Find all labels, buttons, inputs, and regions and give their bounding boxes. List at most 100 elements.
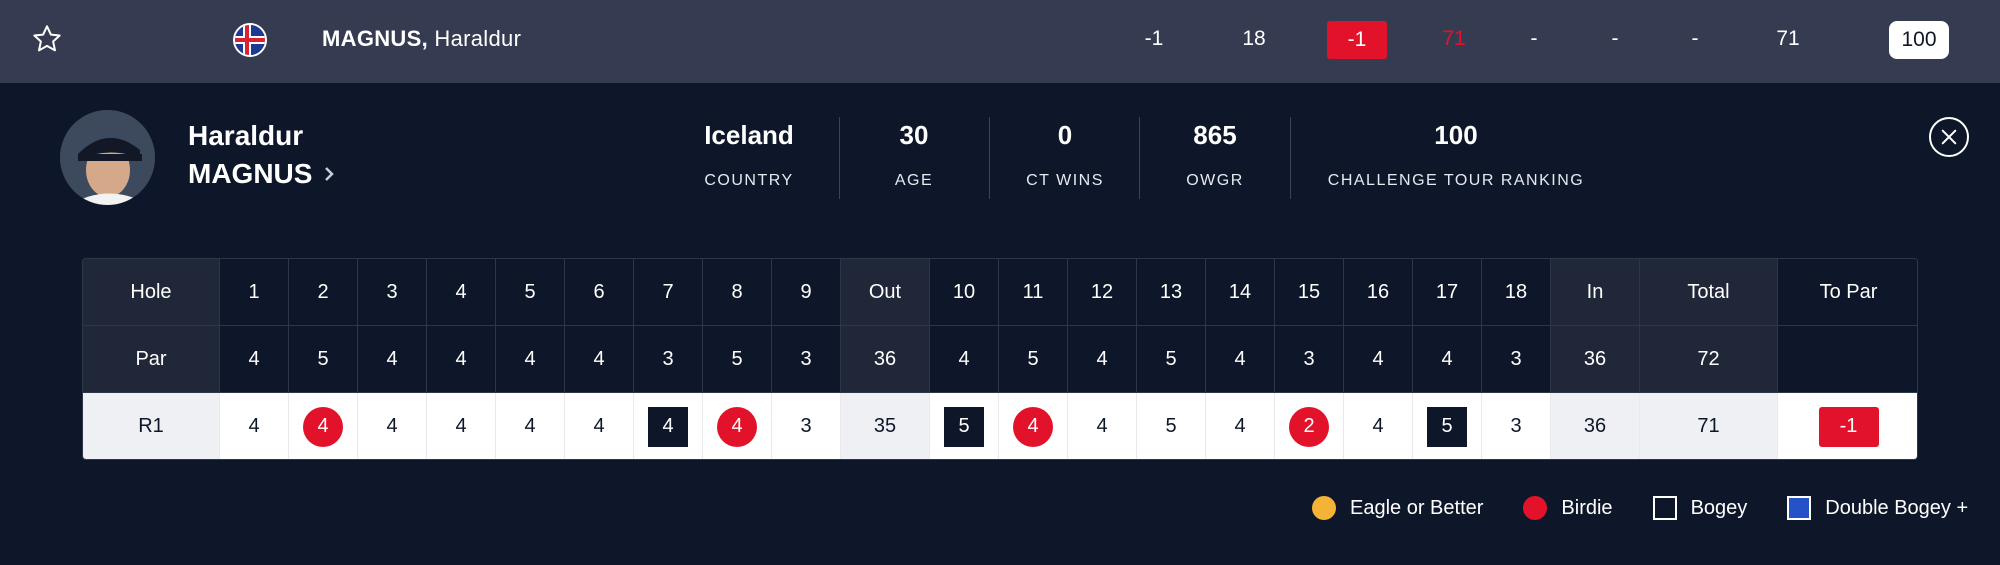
par-cell: 4 (427, 326, 496, 393)
player-last-name: MAGNUS, (322, 26, 428, 51)
bogey-marker: 5 (944, 406, 984, 447)
stat-value: Iceland (704, 120, 794, 150)
stat-ct-wins: 0 CT WINS (1012, 120, 1118, 190)
round1-score: 71 (1442, 27, 1466, 50)
par-cell (1778, 326, 1917, 393)
hole-header-cell: 1 (220, 259, 289, 326)
par-cell: 4 (1206, 326, 1275, 393)
stat-label: CT WINS (1026, 172, 1104, 189)
star-icon[interactable] (31, 23, 63, 55)
score-cell: 3 (1482, 393, 1551, 459)
hole-header-cell: 16 (1344, 259, 1413, 326)
hole-header-cell: 15 (1275, 259, 1344, 326)
bogey-marker: 5 (1427, 406, 1467, 447)
par-cell: 4 (1344, 326, 1413, 393)
round2-score: - (1530, 27, 1538, 50)
ranking-badge: 100 (1889, 21, 1949, 59)
par-cell: 3 (634, 326, 703, 393)
hole-header-cell: In (1551, 259, 1640, 326)
legend-label: Double Bogey + (1825, 496, 1969, 519)
par-cell: 36 (841, 326, 930, 393)
scoring-legend: Eagle or Better Birdie Bogey Double Boge… (1312, 494, 1968, 522)
leaderboard-row[interactable]: MAGNUS, Haraldur -1 18 -1 71 - - - 71 10… (0, 0, 2000, 83)
score-cell: 4 (634, 393, 703, 459)
score-cell: 36 (1551, 393, 1640, 459)
scorecard-par-row: Par 4 5 4 4 4 4 3 5 3 36 4 5 4 5 4 3 4 4 3 36 72 (83, 326, 1917, 393)
score-cell: 4 (703, 393, 772, 459)
profile-last-name: MAGNUS (188, 158, 313, 189)
par-cell: 4 (1413, 326, 1482, 393)
score-cell: 71 (1640, 393, 1778, 459)
hole-header-cell: 3 (358, 259, 427, 326)
hole-header-cell: 12 (1068, 259, 1137, 326)
score-cell: 5 (1137, 393, 1206, 459)
birdie-marker: 4 (303, 406, 343, 447)
row-label: Par (83, 326, 220, 393)
iceland-flag-icon (233, 23, 267, 57)
scorecard-table: Hole 1 2 3 4 5 6 7 8 9 Out 10 11 12 13 14 15 16 17 18 In Tota… (82, 258, 1918, 460)
bogey-marker: 4 (648, 406, 688, 447)
hole-header-cell: 5 (496, 259, 565, 326)
par-cell: 4 (496, 326, 565, 393)
par-cell: 72 (1640, 326, 1778, 393)
stat-value: 0 (1057, 120, 1073, 150)
par-cell: 4 (565, 326, 634, 393)
avatar (60, 110, 155, 205)
player-name[interactable]: MAGNUS, Haraldur (322, 26, 521, 52)
hole-header-cell: 18 (1482, 259, 1551, 326)
score-cell: 5 (930, 393, 999, 459)
hole-header-cell: Total (1640, 259, 1778, 326)
thru-value: 18 (1242, 27, 1266, 50)
birdie-legend-swatch (1523, 496, 1548, 520)
divider (989, 117, 990, 199)
close-icon[interactable] (1929, 117, 1969, 157)
par-cell: 5 (999, 326, 1068, 393)
total-strokes: 71 (1776, 27, 1800, 50)
stat-value: 865 (1193, 120, 1237, 150)
legend-label: Birdie (1561, 496, 1613, 519)
par-cell: 3 (1275, 326, 1344, 393)
score-cell: 4 (1206, 393, 1275, 459)
score-cell: 4 (496, 393, 565, 459)
round4-score: - (1691, 27, 1699, 50)
stat-label: OWGR (1186, 172, 1244, 189)
stat-owgr: 865 OWGR (1165, 120, 1265, 190)
to-par-total: -1 (1144, 27, 1164, 50)
chevron-right-icon (325, 167, 335, 181)
score-cell: 4 (220, 393, 289, 459)
par-cell: 5 (289, 326, 358, 393)
stat-value: 30 (899, 120, 929, 150)
par-cell: 3 (1482, 326, 1551, 393)
hole-header-cell: 10 (930, 259, 999, 326)
hole-header-cell: 6 (565, 259, 634, 326)
score-cell: -1 (1778, 393, 1917, 459)
score-cell: 4 (427, 393, 496, 459)
hole-header-cell: 4 (427, 259, 496, 326)
score-cell: 4 (1344, 393, 1413, 459)
par-cell: 36 (1551, 326, 1640, 393)
round3-score: - (1611, 27, 1619, 50)
player-first-name: Haraldur (434, 26, 522, 51)
score-cell: 4 (565, 393, 634, 459)
stat-country: Iceland COUNTRY (682, 120, 816, 190)
par-cell: 4 (1068, 326, 1137, 393)
to-par-badge: -1 (1818, 406, 1879, 447)
row-label: Hole (83, 259, 220, 326)
score-cell: 4 (358, 393, 427, 459)
par-cell: 3 (772, 326, 841, 393)
today-score-badge: -1 (1327, 21, 1387, 59)
hole-header-cell: 11 (999, 259, 1068, 326)
profile-first-name: Haraldur (188, 120, 304, 151)
hole-header-cell: 7 (634, 259, 703, 326)
score-cell: 35 (841, 393, 930, 459)
stat-label: CHALLENGE TOUR RANKING (1327, 172, 1585, 189)
score-cell: 5 (1413, 393, 1482, 459)
profile-link[interactable]: MAGNUS (188, 158, 338, 190)
stat-label: COUNTRY (704, 172, 794, 189)
hole-header-cell: 13 (1137, 259, 1206, 326)
hole-header-cell: 2 (289, 259, 358, 326)
double-bogey-legend-swatch (1787, 496, 1812, 520)
score-cell: 3 (772, 393, 841, 459)
stat-age: 30 AGE (864, 120, 964, 190)
score-cell: 2 (1275, 393, 1344, 459)
